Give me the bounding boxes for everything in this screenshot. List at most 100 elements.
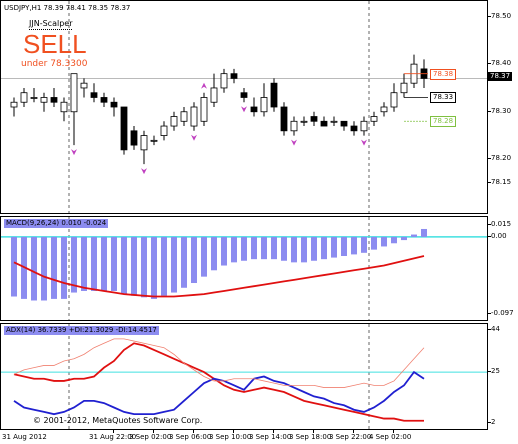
adx-tick-label-mark <box>488 422 491 423</box>
price-pane[interactable]: USDJPY,H1 78.39 78.41 78.35 78.37 JJN-Sc… <box>0 0 488 214</box>
candle-body <box>70 73 78 113</box>
macd-histogram-bar <box>151 236 157 299</box>
sell-arrow-icon <box>191 134 197 141</box>
candle-body <box>260 97 268 113</box>
candle-body <box>160 125 168 136</box>
time-axis-mark <box>153 430 154 433</box>
macd-histogram-bar <box>31 236 37 301</box>
level-mid-tag: 78.33 <box>430 92 457 104</box>
time-axis-label: 3 Sep 02:00 <box>129 433 172 441</box>
macd-histogram-bar <box>111 236 117 291</box>
price-tick-label: 78.50 <box>491 11 512 20</box>
sell-arrow-icon <box>241 106 247 113</box>
macd-histogram-bar <box>181 236 187 288</box>
price-tick-label-mark <box>488 15 491 17</box>
candle-body <box>150 139 158 142</box>
macd-histogram-bar <box>421 228 427 237</box>
time-axis-label: 3 Sep 18:00 <box>289 433 332 441</box>
plus-di-line <box>13 370 425 416</box>
time-axis-mark <box>193 430 194 433</box>
adx-tick-label: 2 <box>491 418 496 426</box>
macd-histogram-bar <box>101 236 107 291</box>
candle-body <box>390 92 398 108</box>
candle-body <box>240 92 248 98</box>
candle-body <box>130 130 138 146</box>
macd-tick-label: 0.00 <box>491 231 507 240</box>
macd-tick-label-mark <box>488 235 491 237</box>
adx-chart-svg <box>1 324 487 429</box>
price-tick-label: 78.40 <box>491 59 512 68</box>
price-tick-label-mark <box>488 110 491 112</box>
candle-body <box>200 97 208 122</box>
time-axis-label: 31 Aug 22:00 <box>89 433 137 441</box>
adx-label: ADX(14) 36.7339 +DI:21.3029 -DI:14.4517 <box>4 326 159 335</box>
candle-body <box>190 106 198 127</box>
macd-histogram-bar <box>191 236 197 284</box>
macd-histogram-bar <box>331 236 337 258</box>
macd-histogram-bar <box>301 236 307 263</box>
macd-histogram-bar <box>361 236 367 253</box>
level-lower-tag: 78.28 <box>430 116 457 128</box>
macd-histogram-bar <box>131 236 137 296</box>
time-axis-label: 31 Aug 2012 <box>2 433 47 441</box>
candle-body <box>250 106 258 113</box>
sell-signal-detail: under 78.3300 <box>21 59 88 69</box>
candle-body <box>90 92 98 98</box>
candle-body <box>60 101 68 113</box>
macd-histogram-bar <box>281 236 287 261</box>
time-axis-label: 3 Sep 10:00 <box>209 433 252 441</box>
candle-body <box>20 92 28 103</box>
macd-histogram-bar <box>241 236 247 261</box>
macd-histogram-bar <box>321 236 327 260</box>
adx-main-line <box>13 342 424 422</box>
time-axis: 31 Aug 2012 31 Aug 22:00 3 Sep 02:00 3 Sep … <box>0 430 488 444</box>
macd-histogram-bar <box>401 236 407 241</box>
level-upper-tag: 78.38 <box>430 68 457 80</box>
macd-pane[interactable]: MACD(9,26,24) 0.010 -0.024 <box>0 216 488 321</box>
adx-tick-label: 44 <box>491 325 500 333</box>
candle-body <box>50 97 58 103</box>
scalper-indicator-name: JJN-Scalper <box>29 19 73 30</box>
adx-pane[interactable]: ADX(14) 36.7339 +DI:21.3029 -DI:14.4517 … <box>0 323 488 430</box>
candle-body <box>120 106 128 151</box>
macd-histogram-bar <box>271 236 277 260</box>
macd-histogram-bar <box>201 236 207 277</box>
macd-chart-svg <box>1 217 487 320</box>
time-axis-mark <box>313 430 314 433</box>
macd-tick-label: 0.015 <box>491 220 512 228</box>
candle-body <box>340 120 348 127</box>
macd-histogram-bar <box>71 236 77 293</box>
sell-arrow-icon <box>361 139 367 146</box>
price-tick-label: 78.20 <box>491 154 512 163</box>
candle-body <box>380 106 388 113</box>
candle-body <box>100 97 108 103</box>
macd-histogram-bar <box>341 236 347 256</box>
price-tick-label: 78.15 <box>491 178 512 187</box>
candle-body <box>350 125 358 132</box>
adx-tick-label-mark <box>488 329 491 330</box>
candle-body <box>220 73 228 89</box>
time-axis-mark <box>113 430 114 433</box>
macd-histogram-bar <box>391 236 397 244</box>
time-axis-label: 4 Sep 02:00 <box>369 433 412 441</box>
candle-body <box>110 101 118 108</box>
minus-di-line <box>13 338 425 388</box>
up-arrow-icon <box>201 82 207 89</box>
price-tick-label-mark <box>488 182 491 184</box>
price-axis: 78.50 78.40 78.30 78.20 78.15 78.37 <box>488 0 518 214</box>
candle-body <box>170 116 178 127</box>
macd-histogram-bar <box>11 236 17 297</box>
macd-histogram-bar <box>351 236 357 255</box>
macd-tick-label-mark <box>488 313 491 314</box>
sell-arrow-icon <box>141 168 147 175</box>
macd-histogram-bar <box>261 236 267 260</box>
candle-body <box>320 120 328 127</box>
macd-histogram-bar <box>411 234 417 237</box>
candle-body <box>280 106 288 132</box>
price-tick-label-mark <box>488 158 491 160</box>
candle-body <box>80 82 88 89</box>
macd-histogram-bar <box>251 236 257 260</box>
macd-histogram-bar <box>91 236 97 291</box>
candle-body <box>140 135 148 151</box>
adx-tick-label-mark <box>488 371 491 373</box>
